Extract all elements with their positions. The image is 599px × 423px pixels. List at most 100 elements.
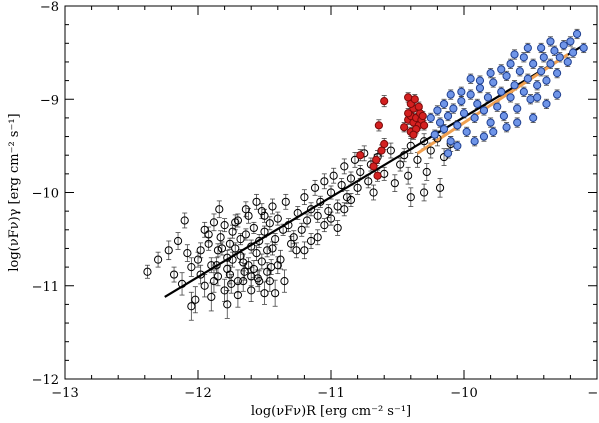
- open-data-point: [249, 264, 258, 274]
- open-data-point: [228, 255, 237, 264]
- x-tick-label: −10: [450, 386, 477, 401]
- open-data-point: [273, 261, 282, 270]
- blue-data-point: [486, 118, 495, 127]
- blue-data-point: [529, 59, 538, 68]
- blue-data-point: [475, 76, 485, 85]
- open-data-point: [223, 300, 232, 309]
- red-data-point: [374, 121, 383, 130]
- open-data-point: [306, 205, 316, 214]
- blue-data-point: [443, 111, 453, 121]
- open-data-point: [364, 177, 373, 186]
- x-axis-label: log(νFν)R [erg cm⁻² s⁻¹]: [251, 404, 411, 419]
- open-data-point: [177, 279, 187, 288]
- red-data-point: [380, 97, 389, 106]
- open-data-point: [193, 255, 203, 264]
- open-data-point: [273, 214, 282, 223]
- open-data-point: [271, 235, 280, 244]
- blue-data-point: [459, 109, 469, 118]
- blue-data-point: [497, 87, 506, 96]
- data-points: [143, 29, 588, 311]
- open-data-point: [390, 179, 399, 188]
- open-data-point: [400, 151, 409, 160]
- red-data-point: [404, 93, 413, 102]
- open-data-point: [297, 225, 306, 234]
- blue-data-point: [555, 53, 564, 62]
- blue-data-point: [579, 43, 588, 53]
- open-data-point: [247, 286, 256, 295]
- open-data-point: [333, 202, 342, 211]
- open-data-point: [252, 249, 261, 258]
- open-data-point: [169, 270, 179, 279]
- open-data-point: [350, 155, 360, 164]
- open-data-point: [196, 270, 205, 279]
- open-data-point: [279, 225, 288, 234]
- open-data-point: [356, 167, 365, 177]
- blue-data-point: [466, 74, 475, 83]
- blue-data-point: [529, 113, 538, 123]
- open-data-point: [204, 230, 213, 239]
- open-data-point: [324, 207, 333, 216]
- open-data-point: [191, 295, 200, 304]
- blue-data-point: [446, 90, 455, 99]
- blue-data-point: [470, 113, 479, 123]
- open-data-point: [220, 221, 229, 230]
- open-data-point: [333, 223, 342, 233]
- open-data-point: [420, 188, 429, 197]
- blue-data-point: [426, 113, 435, 123]
- open-data-point: [369, 188, 378, 197]
- blue-data-point: [439, 99, 449, 109]
- open-data-point: [200, 225, 209, 234]
- open-data-point: [346, 195, 356, 205]
- open-data-point: [320, 177, 329, 186]
- open-data-point: [260, 227, 269, 236]
- blue-data-point: [502, 71, 511, 81]
- open-data-point: [265, 276, 274, 286]
- open-data-point: [346, 174, 356, 183]
- open-data-point: [326, 188, 336, 197]
- open-data-point: [313, 211, 322, 220]
- open-data-point: [215, 205, 224, 214]
- open-data-point: [252, 197, 261, 206]
- open-data-point: [255, 276, 264, 286]
- open-data-point: [426, 146, 435, 155]
- open-data-point: [340, 162, 349, 171]
- blue-data-point: [539, 53, 548, 62]
- open-data-point: [337, 180, 346, 190]
- black-fit-line: [164, 44, 585, 298]
- open-data-point: [340, 205, 349, 214]
- red-data-point: [372, 155, 381, 164]
- blue-data-point: [453, 141, 462, 150]
- open-data-point: [213, 246, 223, 255]
- blue-data-point: [483, 93, 493, 102]
- open-data-point: [300, 193, 309, 202]
- red-data-point: [356, 151, 365, 160]
- red-data-point: [410, 95, 419, 104]
- open-data-point: [209, 218, 219, 227]
- open-data-point: [404, 171, 413, 180]
- blue-data-point: [546, 59, 555, 68]
- open-data-point: [207, 261, 216, 270]
- open-data-point: [263, 246, 272, 255]
- open-data-point: [213, 272, 223, 281]
- open-data-point: [271, 289, 280, 298]
- open-data-point: [326, 214, 336, 223]
- y-tick-label: −8: [40, 0, 59, 15]
- blue-data-point: [510, 81, 519, 90]
- open-data-point: [280, 276, 289, 286]
- open-data-point: [200, 281, 209, 290]
- blue-data-point: [542, 76, 551, 85]
- blue-data-point: [506, 93, 515, 102]
- blue-data-point: [513, 104, 522, 113]
- open-data-point: [233, 216, 242, 225]
- red-data-point: [418, 111, 427, 121]
- red-data-point: [414, 102, 423, 111]
- open-data-point: [236, 235, 245, 244]
- blue-data-point: [499, 111, 508, 121]
- open-data-point: [244, 261, 253, 270]
- blue-data-point: [439, 124, 449, 134]
- blue-data-point: [513, 118, 522, 127]
- open-data-point: [260, 211, 269, 220]
- open-data-point: [289, 233, 298, 242]
- axes-frame: [64, 5, 598, 380]
